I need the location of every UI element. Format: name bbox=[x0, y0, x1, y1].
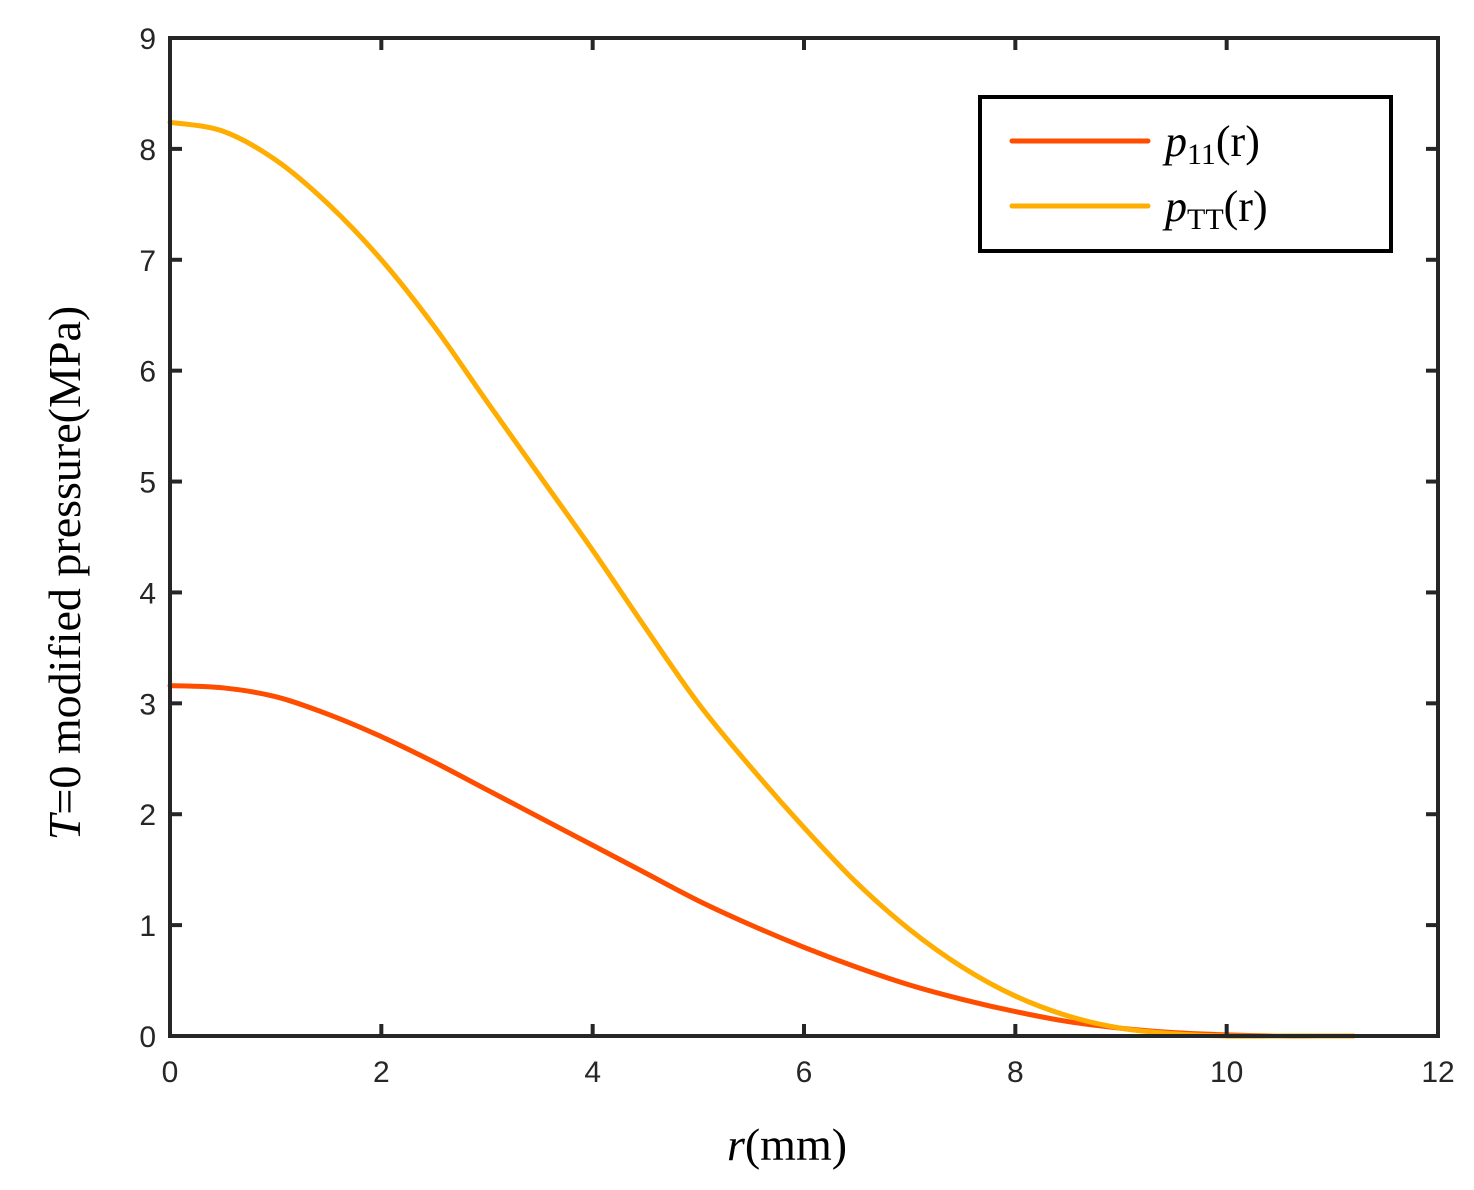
y-tick-label: 0 bbox=[139, 1021, 156, 1054]
y-axis-label-rest: =0 modified pressure(MPa) bbox=[39, 306, 90, 815]
legend: p11(r) pTT(r) bbox=[978, 95, 1393, 253]
y-tick-label: 8 bbox=[139, 134, 156, 167]
legend-ptt-tail: (r) bbox=[1224, 182, 1268, 231]
y-tick-label: 1 bbox=[139, 910, 156, 943]
legend-p11-tail: (r) bbox=[1216, 117, 1260, 166]
y-axis-label: T=0 modified pressure(MPa) bbox=[39, 306, 90, 840]
series-layer bbox=[167, 119, 1356, 1039]
x-tick-label: 0 bbox=[162, 1056, 179, 1089]
legend-ptt-sub: TT bbox=[1187, 203, 1224, 236]
y-tick-label: 4 bbox=[139, 577, 156, 610]
y-tick-label: 2 bbox=[139, 799, 156, 832]
x-tick-label: 4 bbox=[584, 1056, 601, 1089]
y-tick-label: 6 bbox=[139, 356, 156, 389]
x-tick-label: 8 bbox=[1007, 1056, 1024, 1089]
y-tick-label: 9 bbox=[139, 23, 156, 56]
x-tick-label: 10 bbox=[1210, 1056, 1243, 1089]
x-tick-label: 12 bbox=[1421, 1056, 1454, 1089]
x-tick-label: 6 bbox=[796, 1056, 813, 1089]
plot-frame bbox=[168, 36, 1440, 1038]
series-line-p11 bbox=[167, 683, 1356, 1039]
legend-label-p11: p11(r) bbox=[1162, 117, 1260, 171]
series-line-ptt bbox=[167, 119, 1356, 1039]
legend-label-ptt: pTT(r) bbox=[1162, 182, 1268, 236]
x-axis-label-unit: (mm) bbox=[745, 1119, 847, 1170]
y-tick-label: 7 bbox=[139, 245, 156, 278]
x-axis-label-var: r bbox=[727, 1119, 746, 1170]
legend-p11-main: p bbox=[1162, 117, 1187, 166]
legend-p11-sub: 11 bbox=[1187, 138, 1216, 171]
x-axis-label: r(mm) bbox=[727, 1119, 847, 1170]
y-tick-label: 5 bbox=[139, 467, 156, 500]
legend-ptt-main: p bbox=[1162, 182, 1187, 231]
x-tick-label: 2 bbox=[373, 1056, 390, 1089]
y-tick-label: 3 bbox=[139, 688, 156, 721]
legend-box bbox=[978, 95, 1393, 253]
y-axis-label-var: T bbox=[39, 811, 90, 840]
